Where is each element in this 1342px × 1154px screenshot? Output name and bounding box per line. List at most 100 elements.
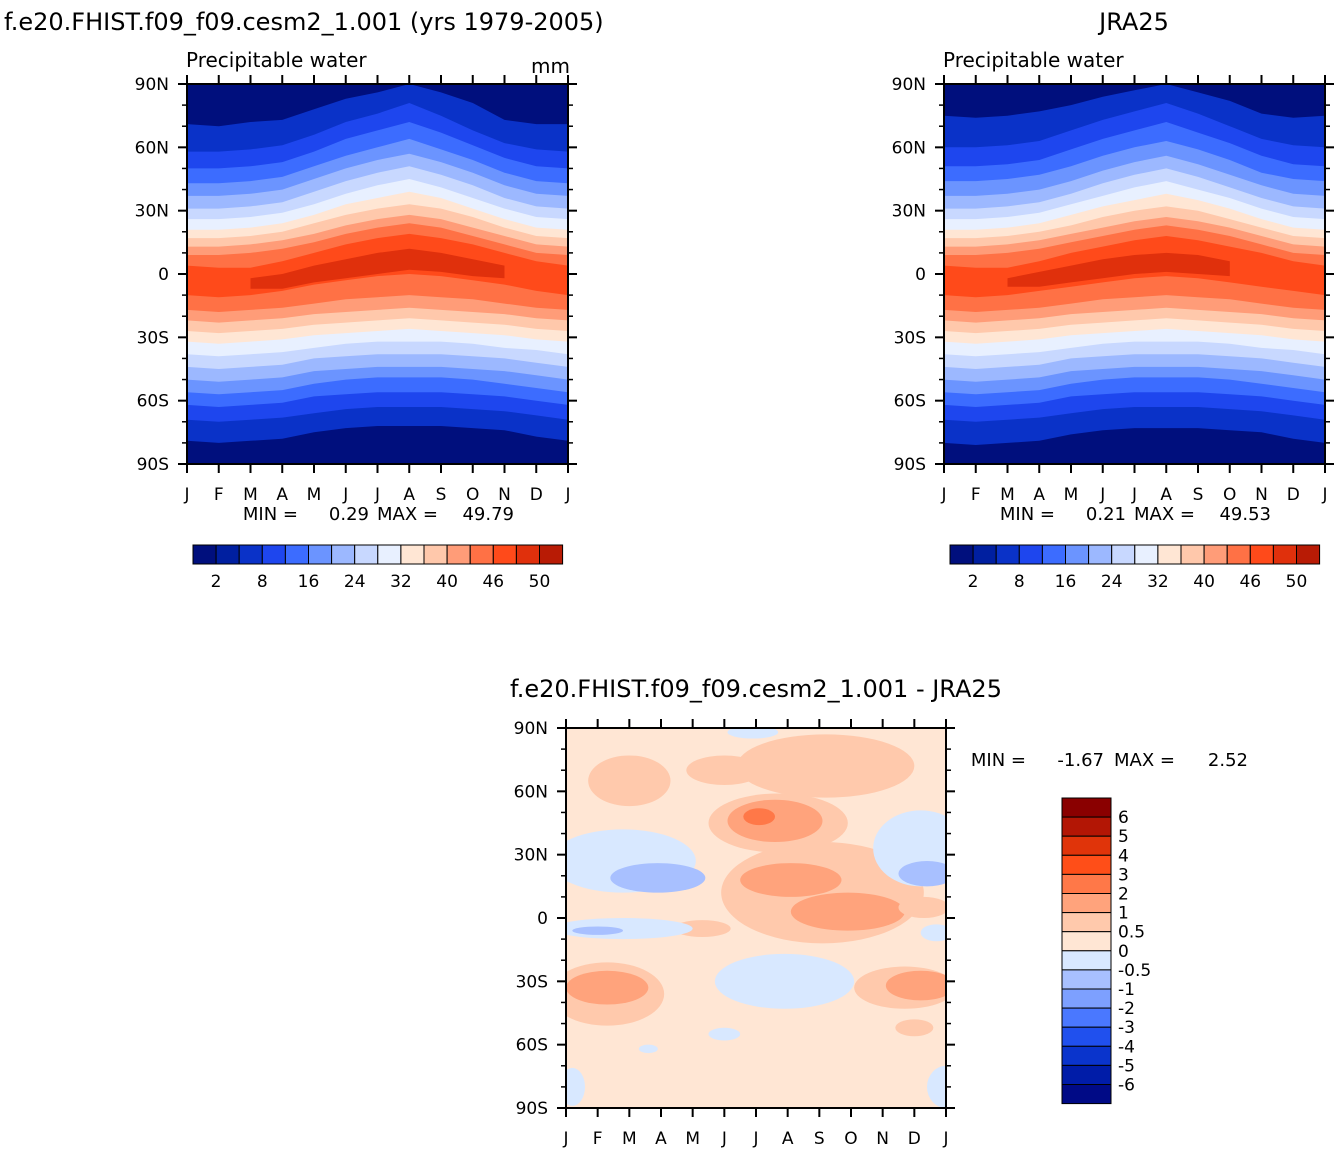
positive-anomaly-patch	[898, 896, 946, 918]
model-title: f.e20.FHIST.f09_f09.cesm2_1.001 (yrs 197…	[4, 8, 604, 36]
x-tick-label: J	[374, 485, 380, 505]
colorbar-label: 1	[1118, 904, 1129, 924]
y-tick-label: 30N	[892, 202, 926, 222]
x-tick-label: A	[1160, 485, 1172, 505]
colorbar-swatch	[1061, 873, 1112, 895]
positive-anomaly-patch	[588, 755, 671, 807]
x-tick-label: D	[908, 1129, 921, 1149]
x-tick-label: F	[971, 485, 981, 505]
x-tick-label: J	[1131, 485, 1137, 505]
colorbar-label: 0	[1118, 942, 1129, 962]
colorbar-label: 3	[1118, 865, 1129, 885]
diff-anomaly-patches	[566, 728, 946, 1108]
colorbar-label: -4	[1118, 1037, 1135, 1057]
model-subtitle: Precipitable water	[186, 48, 367, 72]
y-tick-label: 30S	[137, 328, 169, 348]
colorbar-swatch	[1157, 544, 1182, 565]
y-tick-label: 90N	[514, 719, 548, 739]
negative-anomaly-patch	[727, 728, 779, 739]
colorbar-swatch	[1296, 544, 1321, 565]
colorbar-swatch	[1061, 1084, 1112, 1105]
colorbar-swatch	[1061, 893, 1112, 914]
x-tick-label: N	[876, 1129, 889, 1149]
x-tick-label: M	[1000, 485, 1015, 505]
colorbar-label: 40	[1193, 572, 1215, 592]
y-tick-label: 90N	[892, 75, 926, 95]
x-tick-label: A	[1033, 485, 1045, 505]
obs-title: JRA25	[1097, 8, 1169, 36]
diff-panel: f.e20.FHIST.f09_f09.cesm2_1.001 - JRA25 …	[510, 675, 1248, 1149]
colorbar-label: 4	[1118, 846, 1129, 866]
diff-max-label: MAX =	[1114, 750, 1175, 771]
colorbar-swatch	[1203, 544, 1228, 565]
positive-anomaly-patch	[673, 920, 731, 937]
obs-min-value: 0.21	[1086, 504, 1126, 525]
x-tick-label: M	[622, 1129, 637, 1149]
colorbar-swatch	[423, 544, 448, 565]
colorbar-label: 50	[1286, 572, 1308, 592]
x-tick-label: J	[183, 485, 189, 505]
colorbar-swatch	[1272, 544, 1298, 565]
colorbar-swatch	[261, 544, 286, 565]
x-tick-label: J	[1099, 485, 1105, 505]
colorbar-swatch	[1061, 1064, 1112, 1086]
colorbar-swatch	[539, 544, 564, 565]
x-tick-label: M	[243, 485, 258, 505]
colorbar-label: 16	[1055, 572, 1077, 592]
x-tick-label: N	[1255, 485, 1268, 505]
x-tick-label: F	[593, 1129, 603, 1149]
colorbar-swatch	[1041, 544, 1067, 565]
colorbar-swatch	[377, 544, 402, 565]
colorbar-swatch	[308, 544, 333, 565]
colorbar-label: -3	[1118, 1018, 1135, 1038]
positive-anomaly-patch	[743, 808, 776, 826]
colorbar-label: 5	[1118, 827, 1129, 847]
colorbar-label: 50	[529, 572, 551, 592]
diff-contour-field	[566, 728, 946, 1108]
negative-anomaly-patch	[920, 924, 946, 942]
diff-min-value: -1.67	[1057, 750, 1104, 771]
obs-subtitle: Precipitable water	[943, 48, 1124, 72]
colorbar-swatch	[1061, 969, 1112, 990]
colorbar-swatch	[446, 544, 471, 565]
obs-max-value: 49.53	[1219, 504, 1271, 525]
obs-panel: JRA25 Precipitable water 90N 60N 30N 0 30S 60…	[892, 8, 1334, 592]
positive-anomaly-patch	[885, 970, 946, 1001]
x-tick-label: J	[564, 485, 570, 505]
colorbar-swatch	[469, 544, 494, 565]
model-contour-field	[187, 84, 568, 464]
y-tick-label: 90S	[894, 455, 926, 475]
x-tick-label: A	[782, 1129, 794, 1149]
x-tick-label: M	[1064, 485, 1079, 505]
x-tick-label: S	[814, 1129, 825, 1149]
colorbar-swatch	[400, 544, 425, 565]
y-tick-label: 60N	[892, 138, 926, 158]
colorbar-swatch	[1111, 544, 1136, 565]
x-tick-label: J	[342, 485, 348, 505]
model-min-label: MIN =	[243, 504, 298, 525]
y-tick-label: 90S	[516, 1099, 548, 1119]
y-tick-label: 30N	[514, 846, 548, 866]
x-tick-label: D	[530, 485, 543, 505]
positive-anomaly-patch	[740, 863, 842, 897]
colorbar-swatch	[1134, 544, 1159, 565]
x-tick-label: O	[466, 485, 479, 505]
colorbar-swatch	[1226, 544, 1251, 565]
colorbar-swatch	[995, 544, 1020, 565]
colorbar-swatch	[1061, 931, 1112, 952]
colorbar-swatch	[1061, 950, 1112, 971]
colorbar-label: 2	[211, 572, 222, 592]
x-tick-label: J	[1321, 485, 1327, 505]
colorbar-swatch	[515, 544, 541, 565]
x-tick-label: O	[844, 1129, 857, 1149]
model-max-label: MAX =	[377, 504, 438, 525]
y-tick-label: 30S	[516, 972, 548, 992]
colorbar-swatch	[1088, 544, 1113, 565]
y-tick-label: 60N	[135, 138, 169, 158]
negative-anomaly-patch	[572, 926, 624, 935]
y-tick-label: 90N	[135, 75, 169, 95]
colorbar-label: 0.5	[1118, 923, 1145, 943]
